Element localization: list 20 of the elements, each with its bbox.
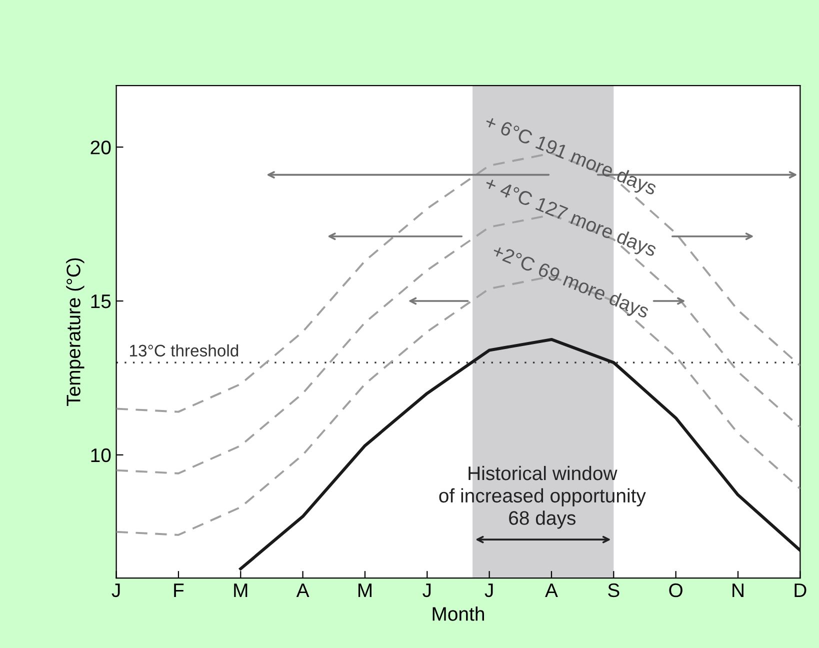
- x-tick-label: S: [608, 583, 620, 598]
- x-tick-label: A: [296, 584, 310, 597]
- ref-line-label: 13°C threshold: [130, 344, 238, 357]
- x-tick-label: O: [669, 583, 682, 598]
- x-tick-label: J: [484, 584, 493, 598]
- y-tick-label: 15: [91, 294, 111, 308]
- x-tick-label: A: [545, 584, 558, 597]
- annotation: Historical window of increased opportunity 68 days: [439, 466, 646, 529]
- x-tick-label: N: [732, 584, 744, 597]
- x-tick-label: M: [358, 584, 372, 597]
- x-tick-label: J: [422, 584, 431, 598]
- x-tick-label: D: [794, 584, 806, 597]
- y-axis-title: Temperature (°C): [66, 258, 84, 406]
- x-tick-label: J: [112, 584, 120, 598]
- line-series: [239, 338, 800, 570]
- x-tick-label: M: [234, 584, 248, 597]
- y-tick-label: 20: [90, 140, 111, 154]
- y-tick-label: 10: [91, 448, 111, 462]
- x-axis-title: Month: [432, 606, 484, 621]
- x-tick-label: F: [174, 584, 184, 597]
